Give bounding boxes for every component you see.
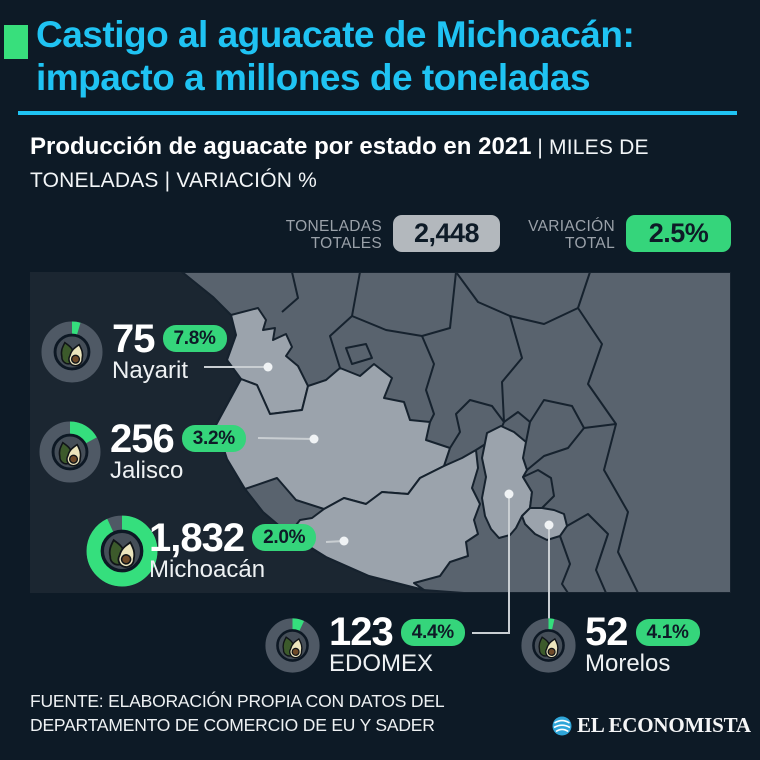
label-morelos: Morelos bbox=[585, 650, 671, 677]
donut-share-arc bbox=[265, 618, 320, 673]
state-border bbox=[501, 315, 523, 423]
donut-chart-morelos bbox=[521, 618, 576, 673]
label-edomex: EDOMEX bbox=[329, 650, 434, 677]
avocado-icon bbox=[282, 636, 303, 659]
state-border bbox=[345, 343, 373, 365]
donut-share-arc bbox=[86, 515, 158, 587]
variation-badge-morelos: 4.1% bbox=[635, 618, 700, 646]
total-variation-label: VARIACIÓN TOTAL bbox=[528, 218, 615, 252]
donut-share-arc bbox=[39, 421, 101, 483]
value-jalisco: 256 bbox=[110, 416, 175, 461]
donut-share-arc bbox=[41, 321, 103, 383]
state-border bbox=[421, 335, 435, 423]
datapoint-morelos: 52 4.1% Morelos bbox=[521, 612, 700, 677]
variation-badge-nayarit: 7.8% bbox=[162, 325, 227, 352]
source-note: FUENTE: ELABORACIÓN PROPIA CON DATOS DEL… bbox=[30, 690, 445, 737]
source-line2: DEPARTAMENTO DE COMERCIO DE EU Y SADER bbox=[30, 714, 435, 735]
datapoint-jalisco: 256 3.2% Jalisco bbox=[39, 416, 246, 484]
donut-chart-edomex bbox=[265, 618, 320, 673]
subtitle-units-line2: TONELADAS | VARIACIÓN % bbox=[30, 169, 318, 192]
state-cdmx bbox=[522, 469, 555, 509]
total-tons-label: TONELADAS TOTALES bbox=[285, 218, 382, 252]
label-michoacan: Michoacán bbox=[149, 555, 266, 583]
value-nayarit: 75 bbox=[112, 316, 155, 361]
avocado-icon bbox=[60, 341, 84, 367]
title-divider bbox=[18, 111, 737, 115]
state-nayarit bbox=[226, 307, 309, 415]
donut-chart-jalisco bbox=[39, 421, 101, 483]
label-nayarit: Nayarit bbox=[112, 356, 189, 384]
mexico-map-panel bbox=[30, 272, 731, 593]
donut-share-arc bbox=[521, 618, 576, 673]
mexico-map bbox=[181, 272, 731, 593]
avocado-icon bbox=[538, 636, 559, 659]
total-variation-value-pill: 2.5% bbox=[626, 215, 731, 252]
title-accent-square bbox=[4, 25, 28, 59]
variation-badge-jalisco: 3.2% bbox=[181, 425, 246, 452]
value-morelos: 52 bbox=[585, 610, 628, 654]
total-tons-value-pill: 2,448 bbox=[393, 215, 500, 252]
donut-chart-michoacan bbox=[86, 515, 158, 587]
brand-name: EL ECONOMISTA bbox=[577, 713, 751, 737]
value-edomex: 123 bbox=[329, 610, 394, 654]
subtitle-bold: Producción de aguacate por estado en 202… bbox=[30, 133, 532, 160]
state-border bbox=[559, 535, 571, 593]
state-jalisco bbox=[215, 363, 451, 510]
donut-chart-nayarit bbox=[41, 321, 103, 383]
page-title: Castigo al aguacate de Michoacán: impact… bbox=[36, 13, 635, 99]
datapoint-nayarit: 75 7.8% Nayarit bbox=[41, 316, 227, 384]
source-line1: FUENTE: ELABORACIÓN PROPIA CON DATOS DEL bbox=[30, 691, 445, 711]
avocado-icon bbox=[58, 441, 82, 467]
el-economista-globe-icon bbox=[552, 716, 572, 735]
label-jalisco: Jalisco bbox=[110, 456, 184, 484]
value-michoacan: 1,832 bbox=[149, 515, 245, 560]
datapoint-michoacan: 1,832 2.0% Michoacán bbox=[86, 515, 317, 587]
subtitle-units-line1: | MILES DE bbox=[537, 136, 649, 159]
chart-subtitle: Producción de aguacate por estado en 202… bbox=[30, 130, 698, 197]
state-border bbox=[329, 272, 361, 369]
state-border bbox=[583, 423, 617, 429]
page-title-line1: Castigo al aguacate de Michoacán: bbox=[36, 14, 635, 55]
state-border bbox=[566, 513, 609, 593]
brand-logo: EL ECONOMISTA bbox=[552, 713, 751, 738]
state-border bbox=[503, 411, 531, 443]
datapoint-edomex: 123 4.4% EDOMEX bbox=[265, 612, 465, 677]
variation-badge-edomex: 4.4% bbox=[400, 618, 465, 646]
avocado-icon bbox=[108, 538, 136, 568]
state-border bbox=[281, 272, 299, 313]
variation-badge-michoacan: 2.0% bbox=[252, 524, 317, 551]
page-title-line2: impacto a millones de toneladas bbox=[36, 57, 591, 98]
